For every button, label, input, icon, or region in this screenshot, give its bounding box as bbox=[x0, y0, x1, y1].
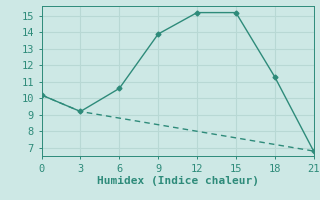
X-axis label: Humidex (Indice chaleur): Humidex (Indice chaleur) bbox=[97, 176, 259, 186]
